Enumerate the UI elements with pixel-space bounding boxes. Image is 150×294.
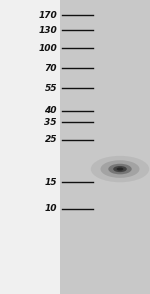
Text: 10: 10: [45, 204, 57, 213]
Text: 15: 15: [45, 178, 57, 187]
FancyBboxPatch shape: [0, 0, 60, 294]
Text: 40: 40: [45, 106, 57, 115]
Text: 70: 70: [45, 64, 57, 73]
Text: 55: 55: [45, 84, 57, 93]
Text: 25: 25: [45, 136, 57, 144]
Ellipse shape: [117, 168, 123, 171]
Text: 35: 35: [45, 118, 57, 126]
Text: 100: 100: [38, 44, 57, 53]
Ellipse shape: [113, 166, 127, 172]
Ellipse shape: [91, 156, 149, 182]
Text: 170: 170: [38, 11, 57, 20]
Ellipse shape: [108, 164, 132, 174]
Ellipse shape: [100, 160, 140, 178]
Text: 130: 130: [38, 26, 57, 35]
